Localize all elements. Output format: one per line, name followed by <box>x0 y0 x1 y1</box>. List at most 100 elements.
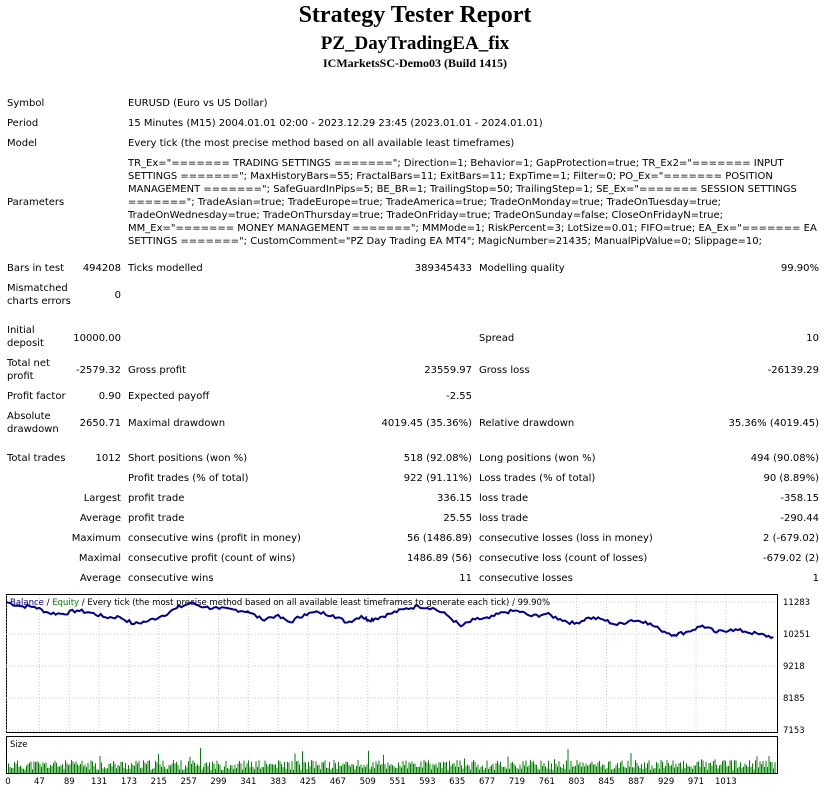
size-bar <box>687 765 689 773</box>
size-bar <box>708 762 710 773</box>
size-bar <box>695 765 696 773</box>
size-bar <box>204 763 206 773</box>
size-bar <box>746 765 747 773</box>
size-bar <box>119 766 120 773</box>
size-bar <box>530 760 531 773</box>
size-bar <box>477 764 479 773</box>
size-bar <box>399 765 401 773</box>
size-bar <box>621 760 623 773</box>
x-tick-label: 593 <box>419 777 435 787</box>
size-bar <box>143 760 144 773</box>
size-bar <box>77 764 78 773</box>
size-bar <box>215 768 216 773</box>
size-bar <box>560 766 561 773</box>
x-tick-label: 887 <box>628 777 644 787</box>
size-bar <box>462 768 464 773</box>
ticks-modelled-value: 389345433 <box>414 263 472 274</box>
size-bar <box>672 760 674 773</box>
expected-payoff-label: Expected payoff <box>128 391 210 402</box>
size-bar <box>45 762 47 773</box>
size-bar <box>233 768 234 773</box>
size-bar <box>767 767 768 773</box>
size-bar <box>272 764 273 773</box>
average-loss-label: loss trade <box>479 513 529 524</box>
size-bar <box>84 764 86 773</box>
size-bar <box>107 768 108 773</box>
long-positions-label: Long positions (won %) <box>479 453 596 464</box>
max-consec-losses-value: 2 (-679.02) <box>763 533 819 544</box>
size-bar <box>494 769 495 773</box>
size-bar <box>561 767 563 773</box>
size-bar <box>270 763 272 773</box>
size-bar <box>288 762 290 773</box>
size-bar <box>761 764 762 773</box>
size-bar <box>396 767 398 773</box>
size-bar <box>377 764 378 773</box>
size-bar <box>198 765 200 773</box>
size-bar <box>197 764 198 773</box>
size-bar <box>473 760 474 773</box>
size-bar <box>620 762 621 773</box>
size-bar <box>65 760 66 773</box>
size-bar <box>216 760 218 773</box>
size-bar <box>549 769 551 773</box>
size-bar <box>696 762 698 773</box>
size-bar <box>156 762 158 773</box>
size-bar <box>191 763 192 773</box>
size-bar <box>684 767 686 773</box>
size-bar <box>234 764 236 773</box>
size-bar <box>189 756 191 773</box>
model-label: Model <box>7 138 38 149</box>
size-bar <box>557 766 558 773</box>
size-bar <box>720 764 722 773</box>
size-bar <box>428 760 429 773</box>
size-bar <box>692 768 693 773</box>
size-bar <box>645 767 647 773</box>
absolute-drawdown-label: Absolute drawdown <box>7 411 59 435</box>
size-bar <box>735 760 737 773</box>
size-bar <box>344 764 345 773</box>
size-bar <box>527 766 528 773</box>
size-bar <box>149 760 150 773</box>
size-bar <box>275 764 276 773</box>
size-bar <box>540 760 542 773</box>
size-bar <box>372 762 374 773</box>
horizontal-grid <box>6 601 777 731</box>
size-bar <box>578 764 579 773</box>
size-bar <box>507 756 509 773</box>
size-bar <box>194 762 195 773</box>
size-bar <box>639 767 641 773</box>
size-bar <box>243 760 245 773</box>
size-bar <box>116 768 117 773</box>
size-bar <box>347 762 348 773</box>
y-tick-label: 11283 <box>783 598 810 608</box>
size-bar <box>236 768 237 773</box>
size-bar <box>29 762 30 773</box>
size-bar <box>104 767 105 773</box>
size-bar <box>546 768 548 773</box>
size-bar <box>740 762 741 773</box>
size-bar <box>260 768 261 773</box>
size-bar <box>728 766 729 773</box>
avg-consec-losses-value: 1 <box>812 573 819 584</box>
size-bar <box>195 765 197 773</box>
size-bar <box>435 763 437 773</box>
size-bar <box>759 761 761 773</box>
size-bar <box>449 760 450 773</box>
size-bar <box>422 767 423 773</box>
size-bar <box>393 766 395 773</box>
size-bar <box>246 763 248 773</box>
size-bar <box>743 766 744 773</box>
parameters-value: TR_Ex="======= TRADING SETTINGS ======="… <box>128 158 817 247</box>
avg-consec-losses-label: consecutive losses <box>479 573 573 584</box>
size-bar <box>635 760 636 773</box>
size-bar <box>165 768 167 773</box>
size-bar <box>60 765 62 773</box>
size-bar <box>222 769 224 773</box>
size-bar <box>39 763 41 773</box>
size-bar <box>203 766 204 773</box>
size-bar <box>290 769 291 773</box>
size-bar <box>387 762 389 773</box>
size-bar <box>617 763 618 773</box>
size-bar <box>126 769 128 773</box>
